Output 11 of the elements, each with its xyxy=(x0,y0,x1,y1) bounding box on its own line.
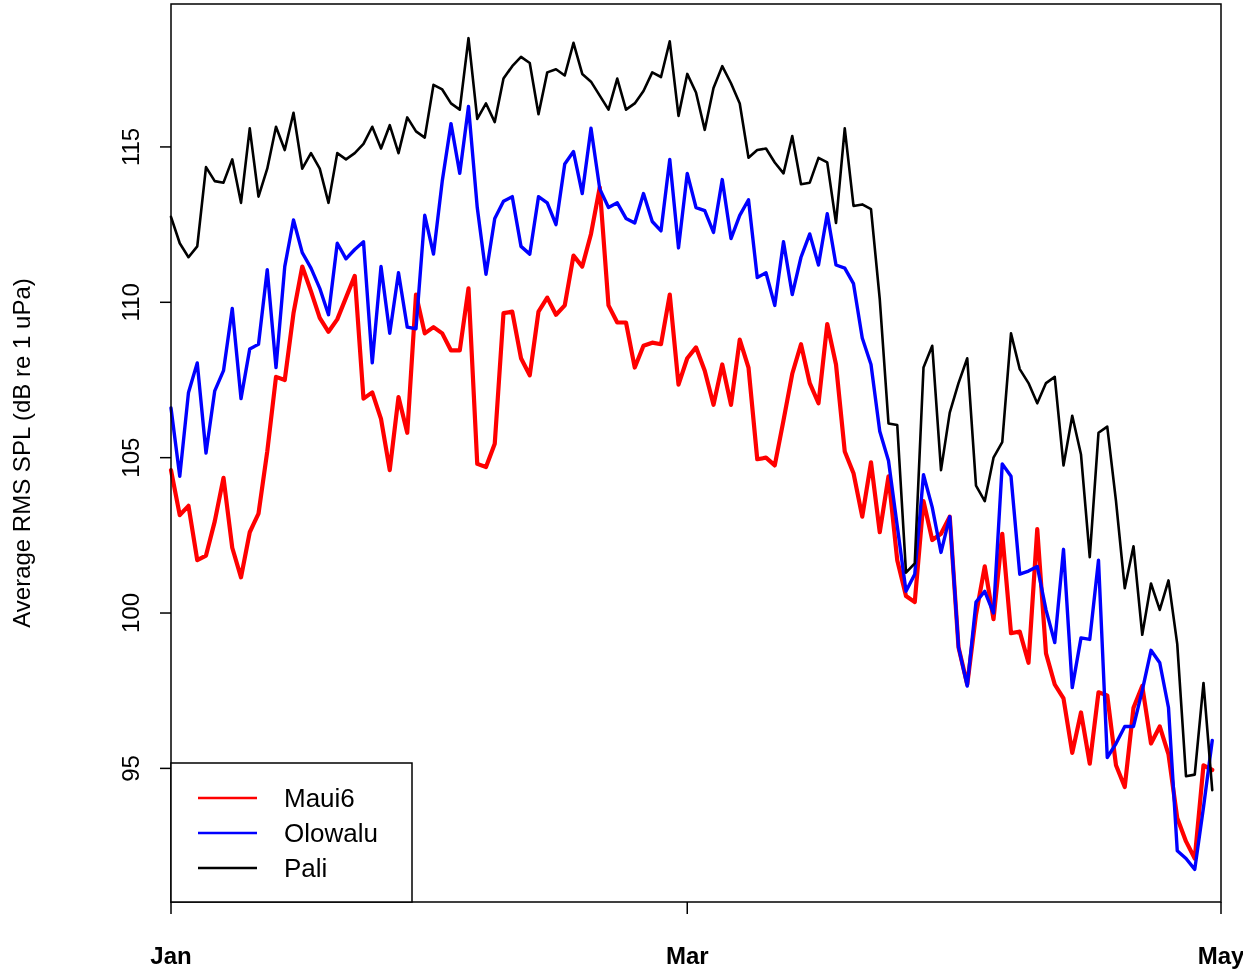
legend-label: Pali xyxy=(284,853,328,884)
y-axis-title: Average RMS SPL (dB re 1 uPa) xyxy=(8,278,36,628)
y-tick-label: 95 xyxy=(117,755,145,782)
y-tick-label: 110 xyxy=(117,283,145,322)
y-tick-label: 105 xyxy=(117,437,145,478)
x-tick-label: Jan xyxy=(150,942,192,970)
y-tick-label: 100 xyxy=(117,593,145,634)
legend-label: Olowalu xyxy=(284,818,378,849)
legend-label: Maui6 xyxy=(284,783,355,814)
x-tick-label: Mar xyxy=(665,942,709,970)
y-tick-label: 115 xyxy=(117,127,145,167)
